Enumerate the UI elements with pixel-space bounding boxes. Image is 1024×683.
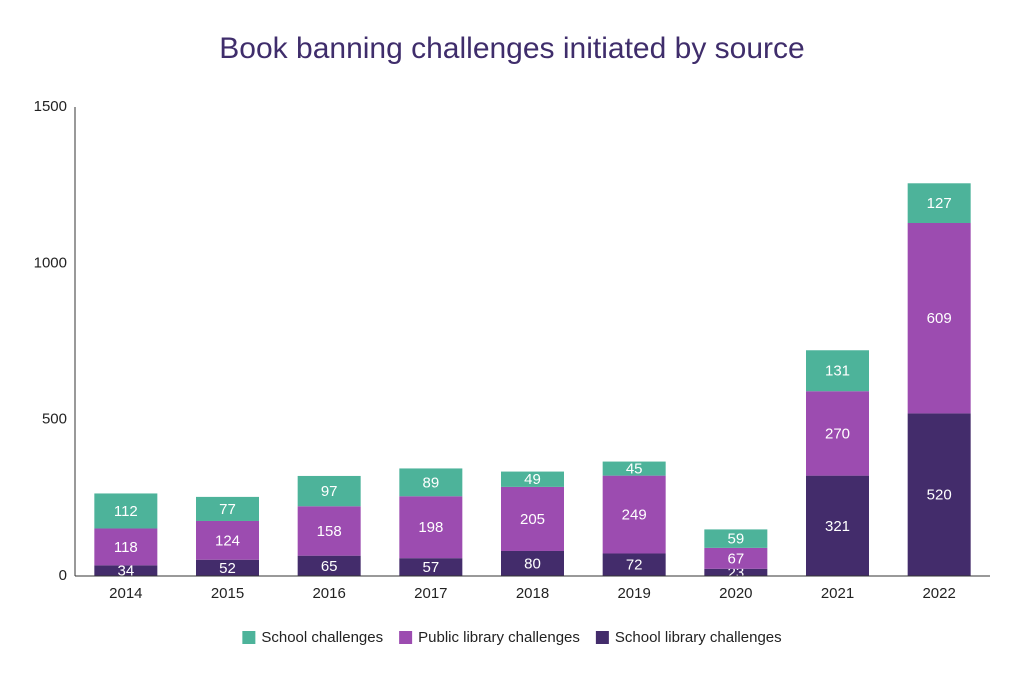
legend-swatch bbox=[399, 631, 413, 644]
y-tick-label: 0 bbox=[59, 567, 67, 584]
value-label: 80 bbox=[524, 555, 541, 572]
bar-segment bbox=[501, 486, 564, 551]
y-tick-label: 1000 bbox=[34, 254, 67, 271]
legend-swatch bbox=[242, 631, 256, 644]
value-label: 89 bbox=[422, 474, 439, 491]
value-label: 57 bbox=[422, 559, 439, 576]
bar-segment bbox=[501, 471, 564, 487]
value-label: 65 bbox=[321, 558, 338, 575]
bar-segment bbox=[196, 520, 259, 560]
value-label: 67 bbox=[727, 550, 744, 567]
x-tick-label: 2021 bbox=[821, 585, 854, 602]
x-tick-label: 2020 bbox=[719, 585, 752, 602]
x-tick-label: 2019 bbox=[617, 585, 650, 602]
bar-segment bbox=[399, 496, 463, 559]
chart-title: Book banning challenges initiated by sou… bbox=[219, 32, 804, 65]
bar-segment bbox=[907, 183, 971, 223]
x-tick-label: 2022 bbox=[922, 585, 955, 602]
value-label: 112 bbox=[114, 503, 138, 520]
legend-label: School library challenges bbox=[615, 629, 782, 646]
x-tick-label: 2014 bbox=[109, 585, 142, 602]
value-label: 49 bbox=[524, 471, 541, 488]
bar-segment bbox=[704, 547, 768, 569]
bar-segment bbox=[196, 496, 259, 521]
bar-segment bbox=[806, 391, 869, 476]
value-label: 45 bbox=[626, 461, 643, 478]
bar-segment bbox=[399, 468, 463, 497]
legend-label: Public library challenges bbox=[418, 629, 580, 646]
bar-segment bbox=[602, 553, 666, 576]
bar-segment bbox=[704, 568, 768, 576]
bar-segment bbox=[297, 506, 361, 556]
bar-segment bbox=[94, 493, 158, 529]
value-label: 198 bbox=[418, 519, 443, 536]
value-label: 249 bbox=[622, 507, 647, 524]
legend-label: School challenges bbox=[261, 629, 383, 646]
value-label: 52 bbox=[219, 560, 236, 577]
value-label: 131 bbox=[825, 363, 850, 380]
bar-segment bbox=[907, 413, 971, 576]
value-label: 205 bbox=[520, 511, 545, 528]
value-label: 124 bbox=[215, 532, 240, 549]
value-label: 77 bbox=[219, 501, 236, 518]
value-label: 72 bbox=[626, 557, 643, 574]
value-label: 520 bbox=[927, 487, 952, 504]
bar-segment bbox=[501, 550, 564, 576]
value-label: 321 bbox=[825, 518, 850, 535]
x-tick-label: 2018 bbox=[516, 585, 549, 602]
value-label: 127 bbox=[927, 195, 952, 212]
legend-swatch bbox=[595, 631, 609, 644]
value-label: 609 bbox=[927, 310, 952, 327]
bar-segment bbox=[806, 475, 869, 576]
value-label: 158 bbox=[317, 523, 342, 540]
value-label: 59 bbox=[727, 531, 744, 548]
bar-segment bbox=[297, 475, 361, 507]
value-label: 97 bbox=[321, 483, 338, 500]
x-tick-label: 2016 bbox=[312, 585, 345, 602]
bar-segment bbox=[196, 559, 259, 576]
value-label: 270 bbox=[825, 425, 850, 442]
bar-segment bbox=[602, 475, 666, 554]
bar-segment bbox=[907, 222, 971, 414]
bar-segment bbox=[297, 555, 361, 576]
x-tick-label: 2017 bbox=[414, 585, 447, 602]
y-tick-label: 1500 bbox=[34, 98, 67, 115]
y-tick-label: 500 bbox=[42, 411, 67, 428]
x-tick-label: 2015 bbox=[211, 585, 244, 602]
bar-segment bbox=[704, 529, 768, 548]
value-label: 34 bbox=[117, 563, 134, 580]
value-label: 118 bbox=[114, 539, 138, 556]
bar-segment bbox=[806, 350, 869, 392]
bar-segment bbox=[399, 558, 463, 576]
bar-segment bbox=[94, 528, 158, 566]
bar-segment bbox=[94, 565, 158, 576]
bar-segment bbox=[602, 461, 666, 476]
